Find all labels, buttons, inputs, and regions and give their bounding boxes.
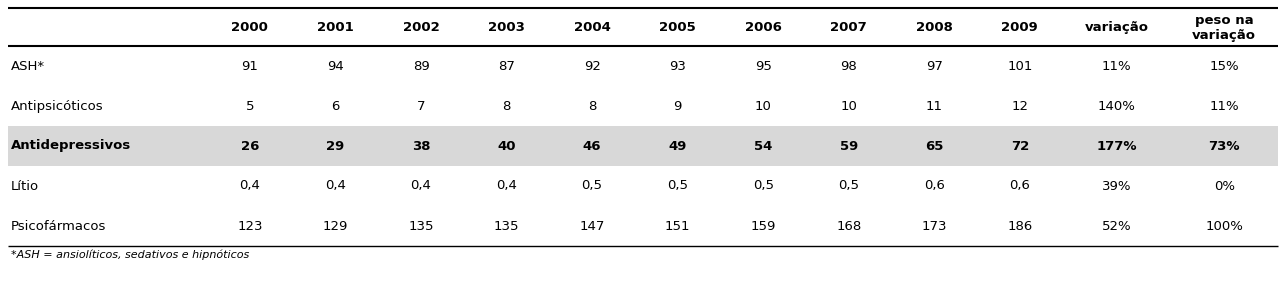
Text: 15%: 15% (1209, 59, 1238, 72)
Text: 2006: 2006 (745, 21, 782, 34)
Text: 52%: 52% (1101, 220, 1131, 233)
Text: 135: 135 (494, 220, 519, 233)
Text: 147: 147 (579, 220, 605, 233)
Text: 49: 49 (668, 139, 687, 153)
Text: Psicofármacos: Psicofármacos (12, 220, 106, 233)
Text: 73%: 73% (1209, 139, 1240, 153)
Text: 87: 87 (499, 59, 515, 72)
Text: 2004: 2004 (573, 21, 610, 34)
Text: 59: 59 (840, 139, 858, 153)
Text: *ASH = ansiolíticos, sedativos e hipnóticos: *ASH = ansiolíticos, sedativos e hipnóti… (12, 250, 249, 260)
Text: 135: 135 (408, 220, 433, 233)
Text: Antipsicóticos: Antipsicóticos (12, 99, 104, 113)
Text: 101: 101 (1008, 59, 1032, 72)
Text: 11%: 11% (1101, 59, 1131, 72)
Text: 40: 40 (497, 139, 515, 153)
Text: 0,5: 0,5 (753, 180, 774, 193)
Text: 0,5: 0,5 (582, 180, 603, 193)
Text: 9: 9 (673, 99, 682, 113)
Text: 10: 10 (840, 99, 858, 113)
Text: 26: 26 (241, 139, 259, 153)
Text: 91: 91 (241, 59, 259, 72)
Text: 38: 38 (412, 139, 431, 153)
Text: 0,4: 0,4 (410, 180, 432, 193)
Text: 0,6: 0,6 (924, 180, 945, 193)
Text: 8: 8 (503, 99, 510, 113)
Text: Antidepressivos: Antidepressivos (12, 139, 131, 153)
Text: 92: 92 (583, 59, 600, 72)
Text: 2007: 2007 (831, 21, 867, 34)
Text: 2001: 2001 (317, 21, 354, 34)
Text: variação: variação (1085, 21, 1149, 34)
Text: 11: 11 (926, 99, 942, 113)
Text: 2008: 2008 (915, 21, 953, 34)
Text: 95: 95 (755, 59, 772, 72)
Text: Lítio: Lítio (12, 180, 40, 193)
Text: 2002: 2002 (403, 21, 440, 34)
Text: 65: 65 (926, 139, 944, 153)
Text: variação: variação (1192, 29, 1256, 42)
Text: 140%: 140% (1097, 99, 1136, 113)
Text: 2003: 2003 (488, 21, 526, 34)
Text: 10: 10 (755, 99, 772, 113)
Text: 177%: 177% (1096, 139, 1137, 153)
Text: 54: 54 (754, 139, 772, 153)
Text: 0,4: 0,4 (240, 180, 260, 193)
Text: 98: 98 (841, 59, 858, 72)
Text: 5: 5 (246, 99, 254, 113)
Text: 186: 186 (1008, 220, 1032, 233)
Text: 72: 72 (1010, 139, 1029, 153)
Text: 0,6: 0,6 (1009, 180, 1031, 193)
Text: 173: 173 (922, 220, 947, 233)
Text: 29: 29 (327, 139, 345, 153)
Text: 12: 12 (1011, 99, 1028, 113)
Text: 2005: 2005 (659, 21, 696, 34)
Text: 93: 93 (669, 59, 686, 72)
Text: 2000: 2000 (232, 21, 268, 34)
Text: 123: 123 (237, 220, 263, 233)
Text: 39%: 39% (1101, 180, 1131, 193)
Text: 89: 89 (413, 59, 429, 72)
Text: 168: 168 (836, 220, 862, 233)
Text: 159: 159 (750, 220, 776, 233)
Text: 97: 97 (926, 59, 942, 72)
Text: ASH*: ASH* (12, 59, 45, 72)
Bar (8, 126, 1278, 166)
Text: 7: 7 (417, 99, 426, 113)
Text: 2009: 2009 (1001, 21, 1038, 34)
Text: 0,4: 0,4 (496, 180, 517, 193)
Text: 0,5: 0,5 (838, 180, 859, 193)
Text: 6: 6 (331, 99, 340, 113)
Text: 0,4: 0,4 (326, 180, 346, 193)
Text: 0,5: 0,5 (667, 180, 688, 193)
Text: 0%: 0% (1214, 180, 1235, 193)
Text: 46: 46 (583, 139, 601, 153)
Text: 100%: 100% (1205, 220, 1244, 233)
Text: 151: 151 (665, 220, 691, 233)
Text: 11%: 11% (1209, 99, 1238, 113)
Text: peso na: peso na (1195, 14, 1254, 27)
Text: 129: 129 (323, 220, 349, 233)
Text: 8: 8 (588, 99, 596, 113)
Text: 94: 94 (327, 59, 344, 72)
